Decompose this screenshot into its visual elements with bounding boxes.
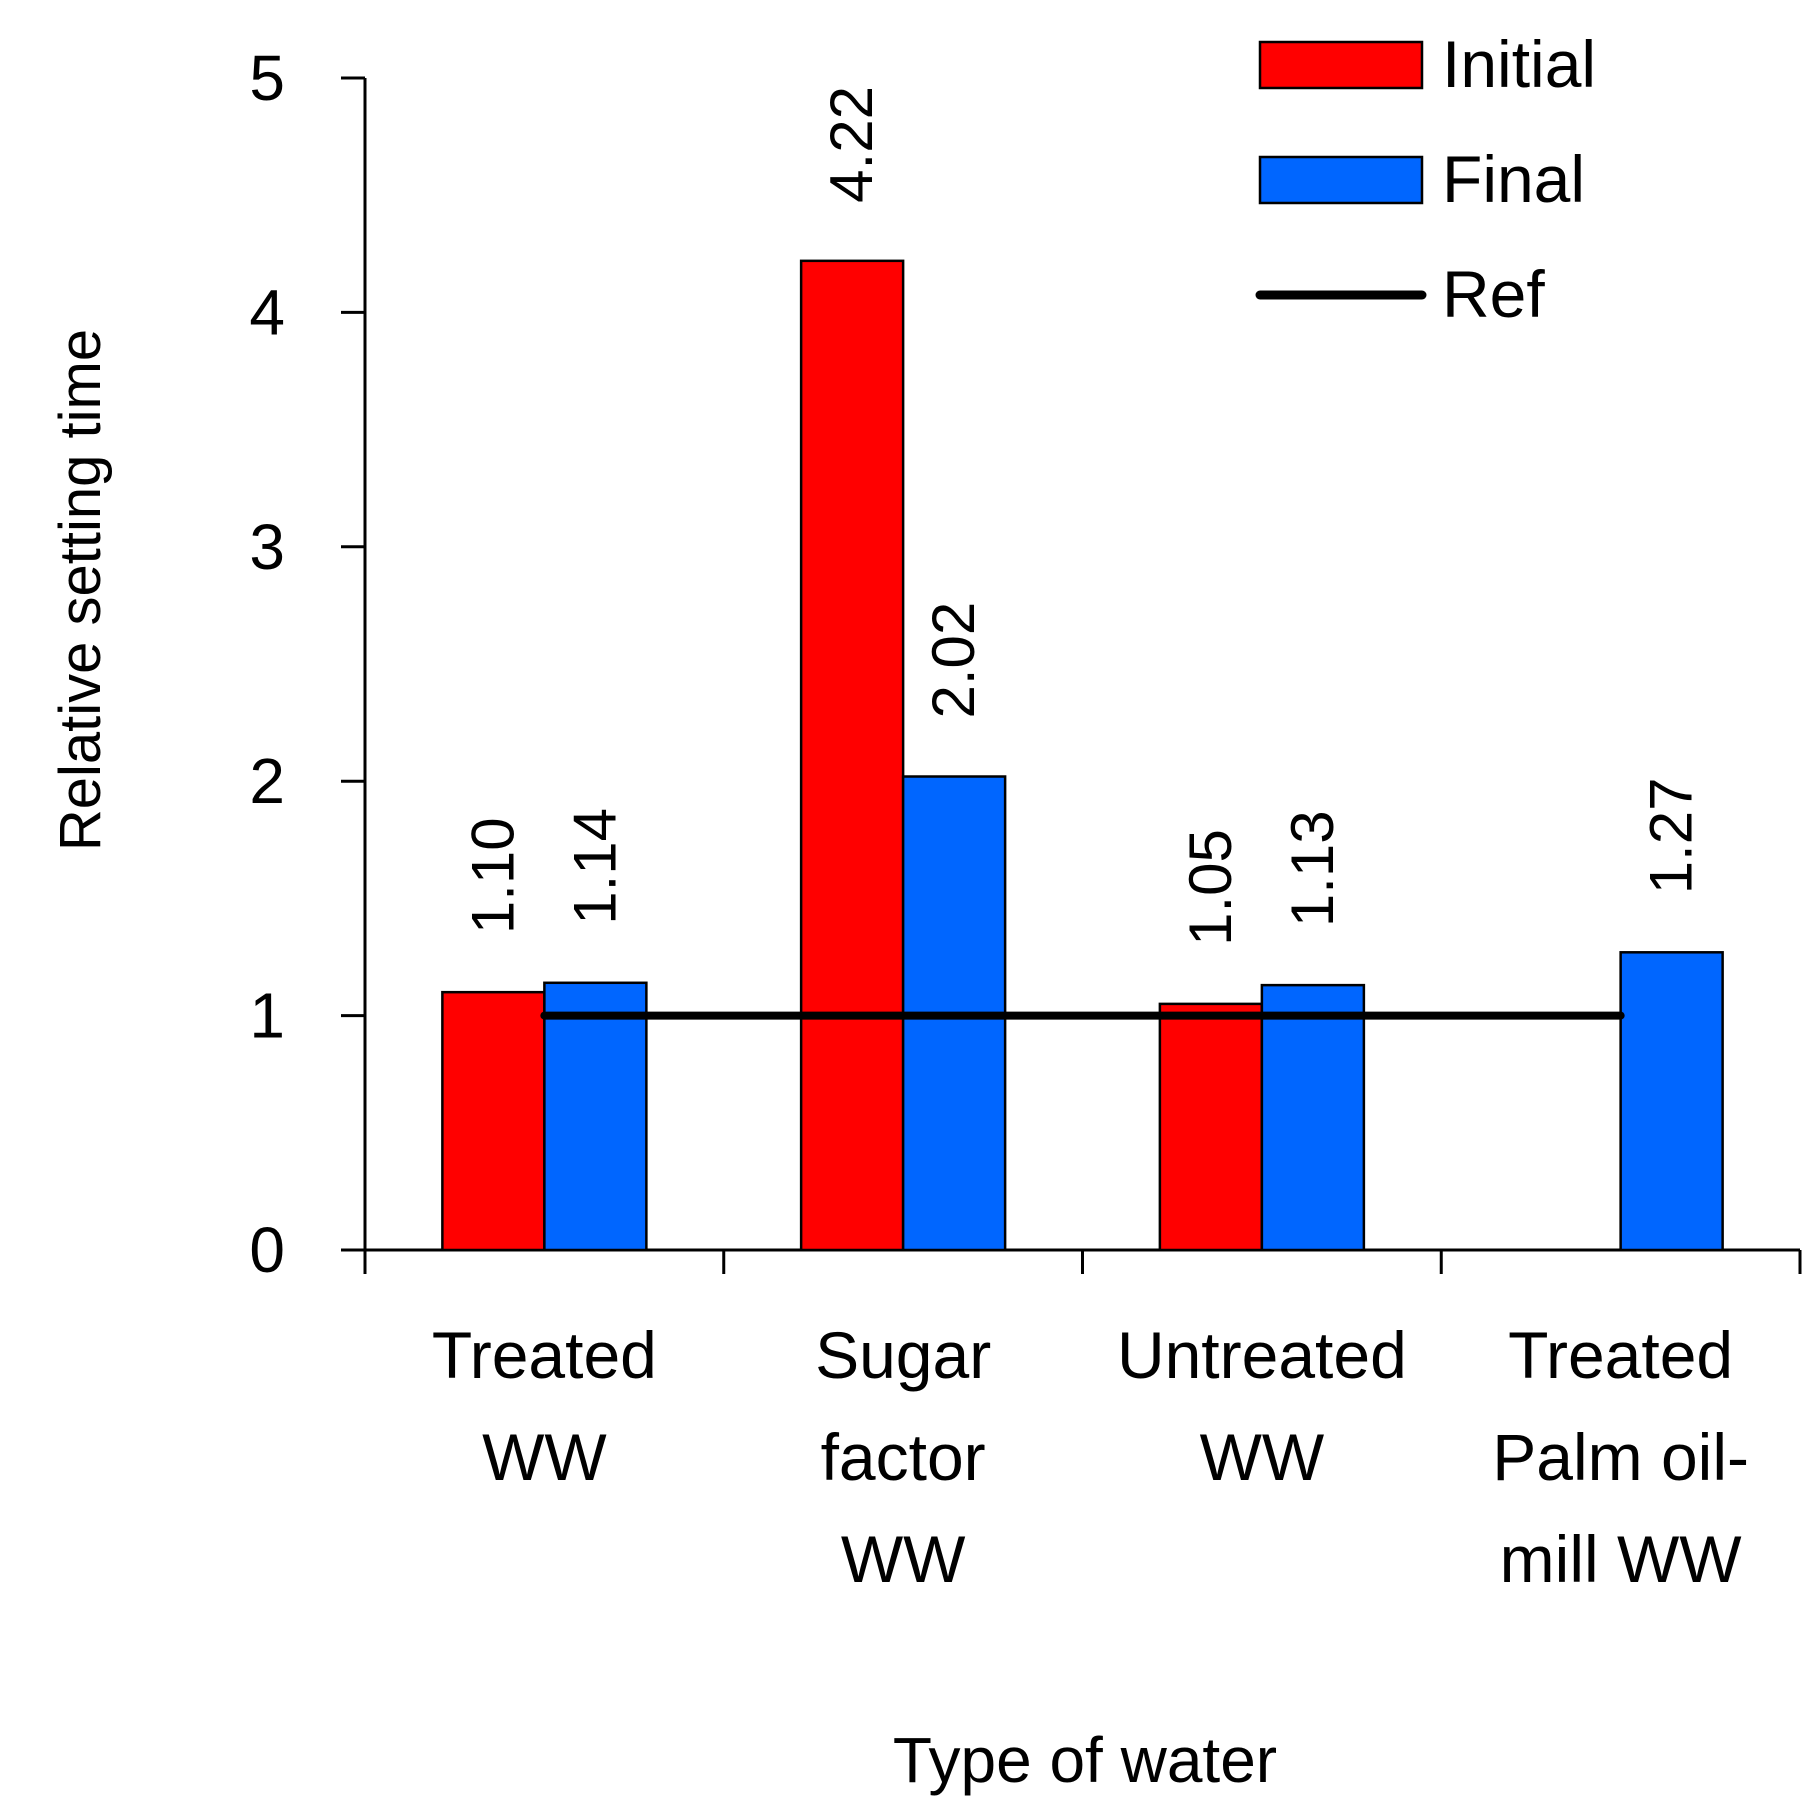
- legend-swatch-initial: [1258, 40, 1424, 90]
- x-axis-title: Type of water: [893, 1724, 1277, 1796]
- y-axis: 0 1 2 3 4 5: [249, 42, 367, 1286]
- legend-label-initial: Initial: [1442, 27, 1596, 101]
- y-tick-label: 4: [249, 276, 285, 348]
- bars: [441, 259, 1724, 1252]
- y-axis-title: Relative setting time: [48, 329, 113, 851]
- category-label: Sugar factor WW: [815, 1318, 991, 1596]
- category-label-line: Untreated: [1117, 1318, 1407, 1392]
- bar-initial: [441, 990, 546, 1252]
- x-axis: [363, 1248, 1802, 1274]
- data-label-final: 2.02: [920, 602, 987, 719]
- bar-final: [543, 981, 648, 1252]
- legend-label-ref: Ref: [1442, 257, 1545, 331]
- data-label-final: 1.27: [1638, 778, 1705, 895]
- data-label-initial: 1.10: [459, 817, 526, 934]
- category-label: Untreated WW: [1117, 1318, 1407, 1494]
- category-label-line: factor: [821, 1420, 986, 1494]
- data-label-final: 1.14: [561, 808, 628, 925]
- category-label: Treated Palm oil-mill WW: [1492, 1318, 1749, 1596]
- y-tick-label: 0: [249, 1214, 285, 1286]
- category-label-line: Treated: [1508, 1318, 1733, 1392]
- data-labels: 1.10 4.22 1.05 1.14 2.02 1.13 1.27: [459, 86, 1704, 946]
- category-label-line: WW: [841, 1522, 966, 1596]
- category-label-line: Palm oil-: [1492, 1420, 1749, 1494]
- legend-swatch-final: [1258, 155, 1424, 205]
- bar-initial: [1158, 1002, 1264, 1252]
- category-label-line: Treated: [432, 1318, 657, 1392]
- category-label-line: Sugar: [815, 1318, 991, 1392]
- data-label-initial: 1.05: [1177, 829, 1244, 946]
- y-tick-label: 5: [249, 42, 285, 114]
- bar-final: [1260, 983, 1366, 1252]
- data-label-final: 1.13: [1279, 810, 1346, 927]
- y-tick-label: 2: [249, 745, 285, 817]
- category-label-line: WW: [482, 1420, 607, 1494]
- category-label-line: mill WW: [1500, 1522, 1743, 1596]
- y-tick-label: 1: [249, 980, 285, 1052]
- data-label-initial: 4.22: [818, 86, 885, 203]
- bar-initial: [799, 259, 905, 1252]
- legend-label-final: Final: [1442, 142, 1585, 216]
- category-label-line: WW: [1200, 1420, 1325, 1494]
- category-label: Treated WW: [432, 1318, 657, 1494]
- legend: Initial Final Ref: [1255, 27, 1596, 331]
- bar-final: [1619, 951, 1724, 1252]
- y-tick-label: 3: [249, 511, 285, 583]
